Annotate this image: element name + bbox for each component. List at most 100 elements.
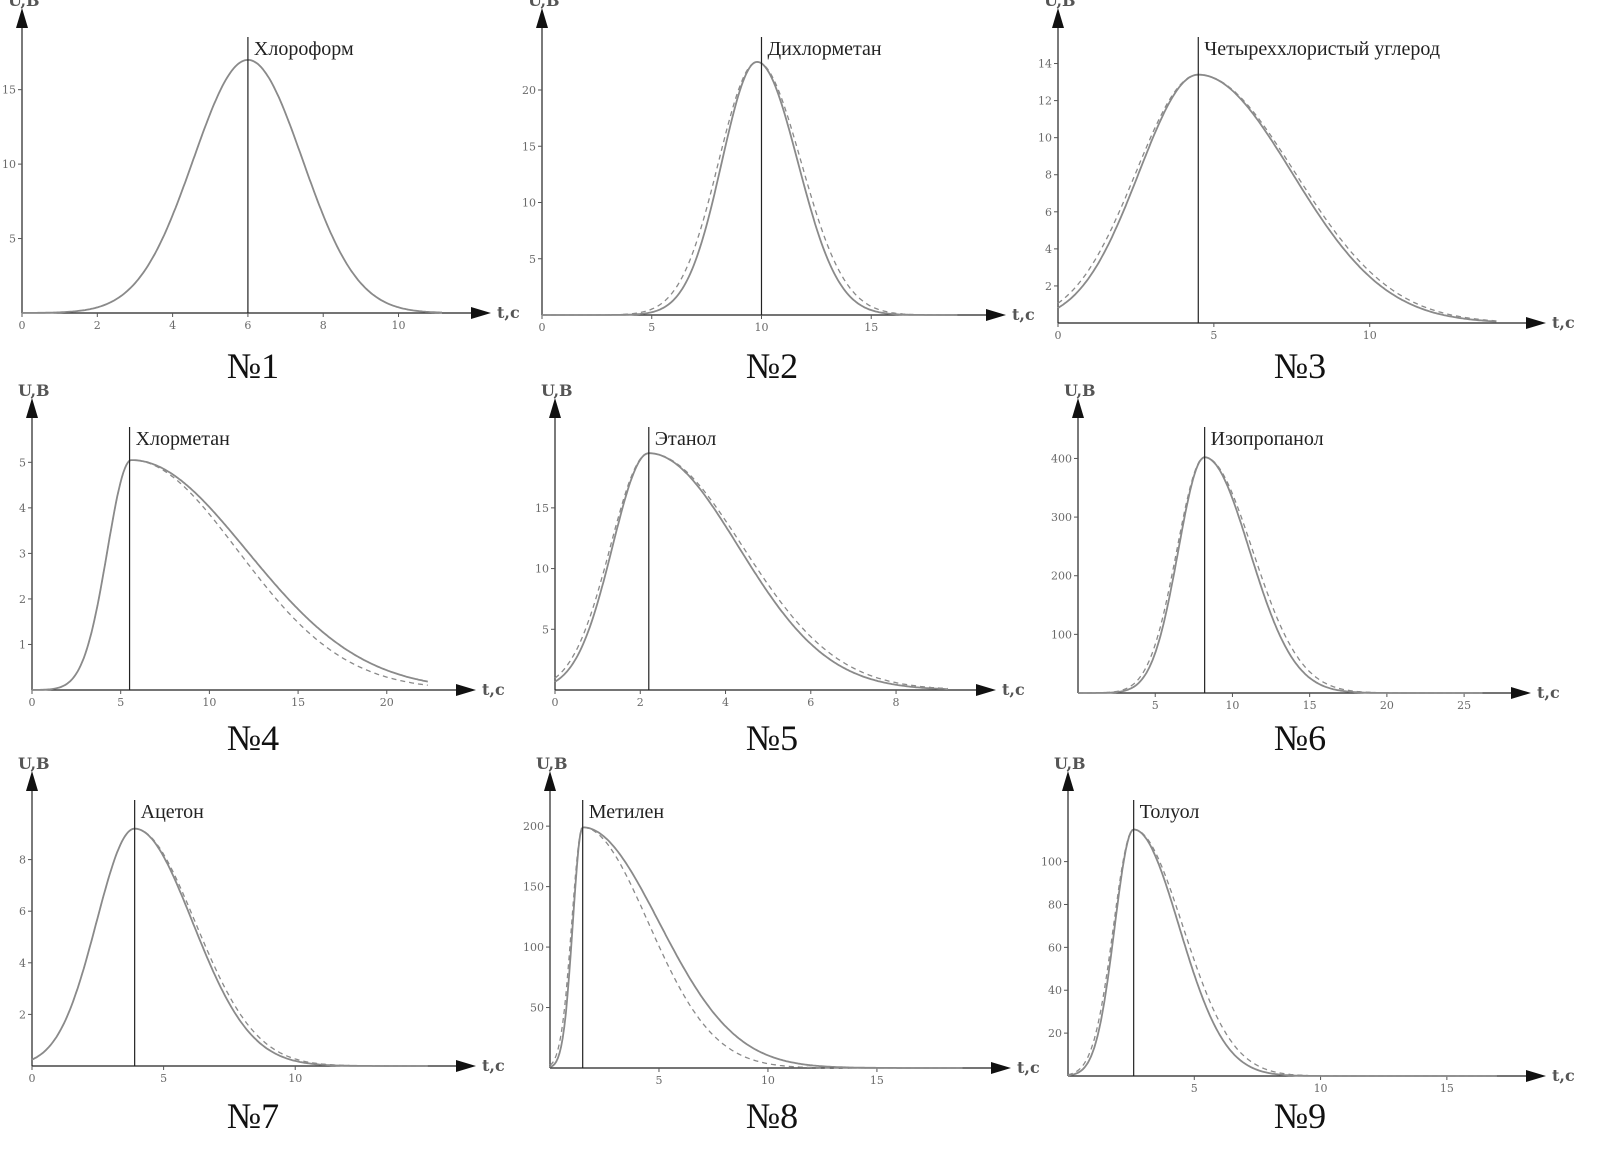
x-axis-label: t,c (1002, 680, 1025, 699)
y-axis-label: U,B (8, 0, 40, 10)
y-tick-label: 10 (535, 563, 549, 576)
y-axis-label: U,B (1064, 381, 1096, 400)
x-tick-label: 6 (807, 696, 814, 709)
x-tick-label: 10 (1363, 329, 1377, 342)
x-axis-label: t,c (1537, 683, 1560, 702)
x-tick-label: 15 (1440, 1082, 1454, 1095)
y-tick-label: 6 (19, 905, 26, 918)
x-axis-arrow-icon (986, 309, 1006, 321)
fit-curve-dashed (1067, 828, 1497, 1077)
fit-curve-dashed (554, 452, 948, 690)
substance-label: Изопропанол (1211, 428, 1324, 450)
y-tick-label: 8 (19, 854, 26, 867)
x-tick-label: 15 (1303, 699, 1317, 712)
y-axis-label: U,B (1054, 754, 1086, 773)
chart-panel-2: U,B t,c 0 5 10 15 5 10 15 20 Дихлорметан №2 (522, 0, 1035, 386)
x-axis-arrow-icon (1511, 687, 1531, 699)
signal-curve (31, 827, 428, 1067)
x-axis-arrow-icon (991, 1062, 1011, 1074)
y-tick-label: 3 (19, 547, 26, 560)
chart-panel-4: U,B t,c 0 5 10 15 20 1 2 3 4 5 Хлорметан №4 (18, 381, 505, 758)
y-tick-label: 14 (1038, 58, 1052, 71)
signal-curve (31, 459, 428, 691)
y-tick-label: 20 (522, 84, 536, 97)
x-tick-label: 0 (29, 1072, 36, 1085)
substance-label: Хлорметан (136, 428, 231, 450)
substance-label: Хлороформ (254, 38, 354, 60)
y-tick-label: 60 (1048, 941, 1062, 954)
y-axis-label: U,B (528, 0, 560, 10)
chart-panel-9: U,B t,c 5 10 15 20 40 60 80 100 Толуол №9 (1041, 754, 1575, 1136)
y-axis-label: U,B (18, 381, 50, 400)
y-tick-label: 20 (1048, 1027, 1062, 1040)
fit-curve-dashed (549, 826, 963, 1069)
y-axis-label: U,B (536, 754, 568, 773)
y-axis-arrow-icon (26, 398, 38, 418)
y-tick-label: 12 (1038, 95, 1052, 108)
signal-curve (542, 60, 958, 316)
x-tick-label: 0 (1055, 329, 1062, 342)
y-tick-label: 50 (530, 1002, 544, 1015)
x-tick-label: 25 (1457, 699, 1471, 712)
chart-panel-6: U,B t,c 5 10 15 20 25 100 200 300 400 Изопропанол №6 (1051, 381, 1560, 758)
chart-panel-5: U,B t,c 0 2 4 6 8 5 10 15 Этанол №5 (535, 381, 1025, 758)
x-tick-label: 5 (1210, 329, 1217, 342)
y-axis-arrow-icon (1062, 771, 1074, 791)
x-axis-label: t,c (1552, 1066, 1575, 1085)
x-tick-label: 4 (169, 319, 176, 332)
x-axis-arrow-icon (976, 684, 996, 696)
panel-caption: №6 (1274, 718, 1326, 758)
x-axis-label: t,c (1012, 305, 1035, 324)
x-tick-label: 20 (1380, 699, 1394, 712)
y-axis-arrow-icon (1072, 398, 1084, 418)
x-tick-label: 5 (655, 1074, 662, 1087)
y-tick-label: 10 (2, 158, 16, 171)
signal-curve (549, 826, 963, 1069)
x-tick-label: 2 (637, 696, 644, 709)
y-tick-label: 10 (522, 197, 536, 210)
panel-caption: №2 (746, 346, 798, 386)
panel-caption: №3 (1274, 346, 1326, 386)
y-tick-label: 4 (19, 502, 26, 515)
x-tick-label: 10 (1314, 1082, 1328, 1095)
signal-curve (554, 452, 948, 690)
x-tick-label: 10 (754, 321, 768, 334)
x-tick-label: 4 (722, 696, 729, 709)
chart-panel-1: U,B t,c 0 2 4 6 8 10 5 10 15 Хлороформ №1 (2, 0, 520, 386)
y-tick-label: 8 (1045, 169, 1052, 182)
x-axis-arrow-icon (456, 1060, 476, 1072)
panel-caption: №7 (227, 1096, 279, 1136)
signal-curve (1057, 73, 1497, 323)
y-tick-label: 2 (1045, 280, 1052, 293)
chart-panel-8: U,B t,c 5 10 15 50 100 150 200 Метилен №8 (523, 754, 1040, 1136)
x-tick-label: 0 (19, 319, 26, 332)
x-axis-label: t,c (482, 680, 505, 699)
substance-label: Этанол (655, 428, 717, 450)
signal-curve (1067, 828, 1497, 1077)
y-axis-arrow-icon (549, 398, 561, 418)
x-tick-label: 5 (648, 321, 655, 334)
x-tick-label: 8 (893, 696, 900, 709)
y-axis-label: U,B (18, 754, 50, 773)
substance-label: Метилен (589, 801, 665, 823)
y-tick-label: 80 (1048, 898, 1062, 911)
x-tick-label: 5 (117, 696, 124, 709)
fit-curve-dashed (1078, 456, 1483, 694)
y-tick-label: 100 (523, 941, 544, 954)
fit-curve-dashed (1057, 74, 1497, 322)
substance-label: Дихлорметан (767, 38, 881, 60)
chart-panel-3: U,B t,c 0 5 10 2 4 6 8 10 12 14 Четыреххлористый угл… (1038, 0, 1575, 386)
y-tick-label: 6 (1045, 206, 1052, 219)
x-tick-label: 0 (539, 321, 546, 334)
x-tick-label: 8 (320, 319, 327, 332)
x-tick-label: 10 (392, 319, 406, 332)
x-tick-label: 5 (1191, 1082, 1198, 1095)
x-axis-label: t,c (497, 303, 520, 322)
y-axis-label: U,B (541, 381, 573, 400)
y-tick-label: 15 (522, 140, 536, 153)
y-tick-label: 5 (542, 623, 549, 636)
y-tick-label: 200 (1051, 570, 1072, 583)
y-axis-arrow-icon (16, 8, 28, 28)
